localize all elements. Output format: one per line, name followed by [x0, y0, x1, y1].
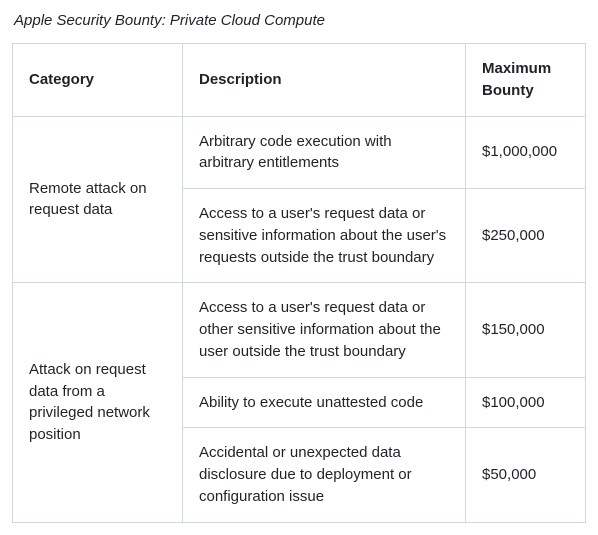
bounty-cell: $50,000 [466, 428, 586, 522]
bounty-table: Category Description Maximum Bounty Remo… [12, 43, 586, 523]
description-cell: Access to a user's request data or sensi… [183, 189, 466, 283]
description-cell: Arbitrary code execution with arbitrary … [183, 116, 466, 189]
page-title: Apple Security Bounty: Private Cloud Com… [14, 12, 586, 29]
description-cell: Accidental or unexpected data disclosure… [183, 428, 466, 522]
table-row: Attack on request data from a privileged… [13, 283, 586, 377]
description-cell: Ability to execute unattested code [183, 377, 466, 428]
category-cell: Remote attack on request data [13, 116, 183, 283]
description-cell: Access to a user's request data or other… [183, 283, 466, 377]
col-header-description: Description [183, 44, 466, 117]
table-header-row: Category Description Maximum Bounty [13, 44, 586, 117]
bounty-cell: $100,000 [466, 377, 586, 428]
bounty-cell: $150,000 [466, 283, 586, 377]
col-header-category: Category [13, 44, 183, 117]
bounty-cell: $1,000,000 [466, 116, 586, 189]
col-header-bounty: Maximum Bounty [466, 44, 586, 117]
category-cell: Attack on request data from a privileged… [13, 283, 183, 522]
bounty-cell: $250,000 [466, 189, 586, 283]
table-row: Remote attack on request data Arbitrary … [13, 116, 586, 189]
